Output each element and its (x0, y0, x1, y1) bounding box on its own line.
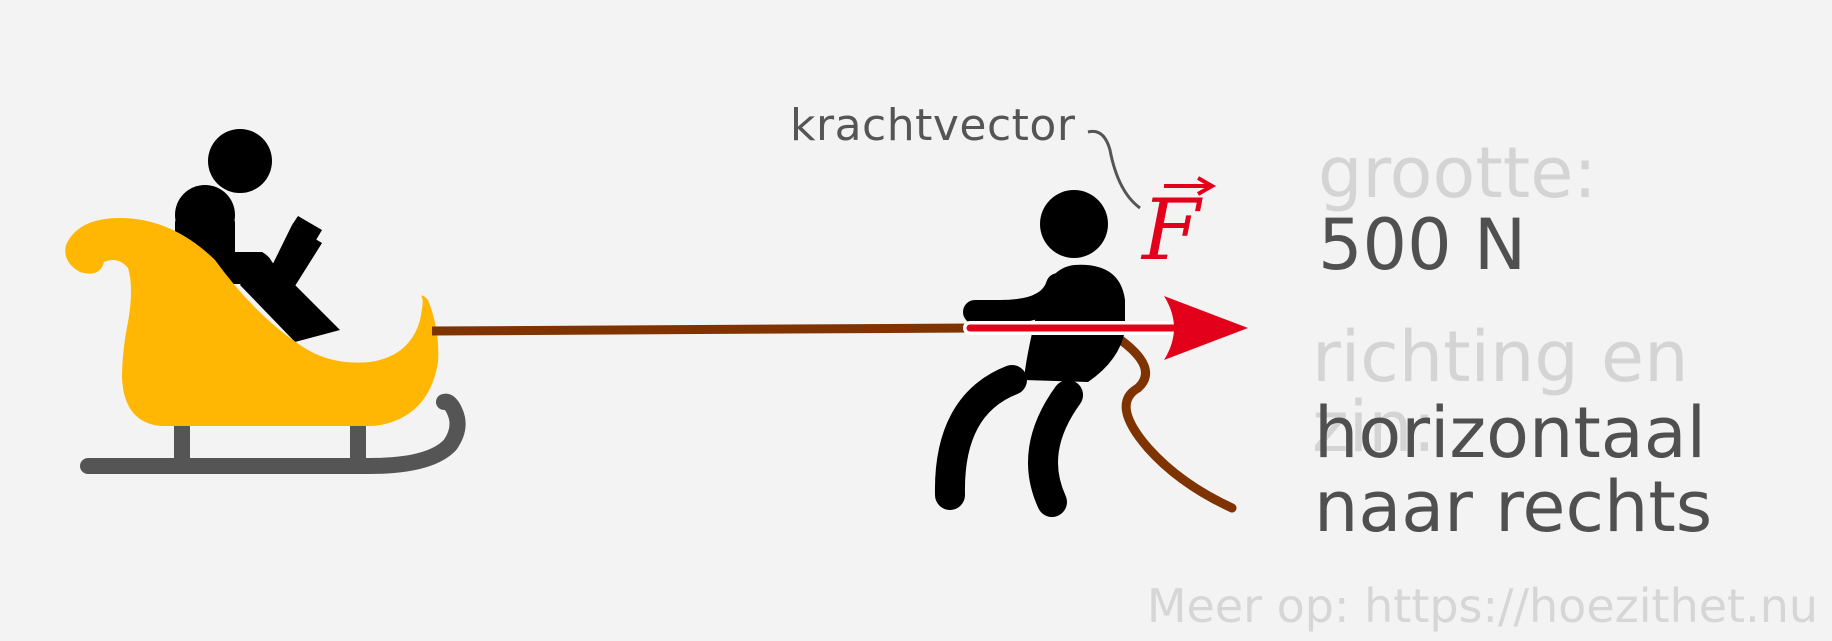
direction-line1: horizontaal (1314, 392, 1707, 474)
tow-rope (431, 323, 973, 336)
sled-passenger (175, 129, 340, 342)
force-arrow (963, 296, 1248, 360)
pulling-person (934, 190, 1125, 517)
footer-link[interactable]: Meer op: https://hoezithet.nu (1146, 579, 1818, 633)
sled-runner (80, 393, 466, 474)
direction-heading: richting en zin: (1312, 316, 1689, 468)
trailing-rope (1113, 333, 1237, 513)
magnitude-value: 500 N (1318, 204, 1527, 286)
force-symbol: F (1142, 181, 1201, 279)
vector-label: krachtvector (790, 100, 1076, 151)
label-leader (1087, 129, 1141, 210)
direction-line2: naar rechts (1314, 466, 1713, 548)
vector-arrow-accent (1164, 176, 1217, 196)
sled-body (65, 218, 439, 426)
magnitude-heading: grootte: (1318, 132, 1597, 214)
